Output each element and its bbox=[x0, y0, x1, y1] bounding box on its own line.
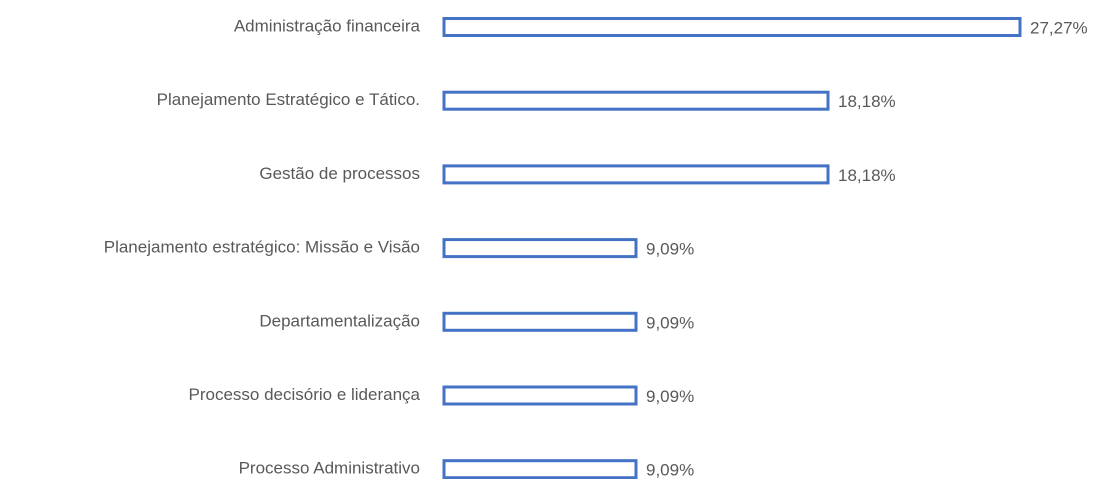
category-label: Administração financeira bbox=[234, 16, 421, 35]
category-label: Planejamento estratégico: Missão e Visão bbox=[104, 238, 420, 257]
value-label: 9,09% bbox=[646, 313, 694, 332]
value-label: 9,09% bbox=[646, 387, 694, 406]
bar bbox=[442, 238, 638, 259]
category-label: Gestão de processos bbox=[259, 164, 420, 183]
value-label: 18,18% bbox=[838, 166, 896, 185]
value-label: 9,09% bbox=[646, 461, 694, 479]
bar bbox=[442, 17, 1022, 37]
bar bbox=[442, 385, 638, 406]
value-label: 18,18% bbox=[838, 92, 896, 111]
category-label: Planejamento Estratégico e Tático. bbox=[157, 90, 420, 109]
bar bbox=[442, 459, 638, 479]
bar bbox=[442, 164, 830, 185]
value-label: 27,27% bbox=[1030, 18, 1088, 37]
category-label: Departamentalização bbox=[259, 311, 420, 330]
bar bbox=[442, 311, 638, 332]
category-label: Processo decisório e liderança bbox=[188, 385, 420, 404]
category-label: Processo Administrativo bbox=[239, 459, 420, 478]
bar bbox=[442, 90, 830, 111]
value-label: 9,09% bbox=[646, 240, 694, 259]
